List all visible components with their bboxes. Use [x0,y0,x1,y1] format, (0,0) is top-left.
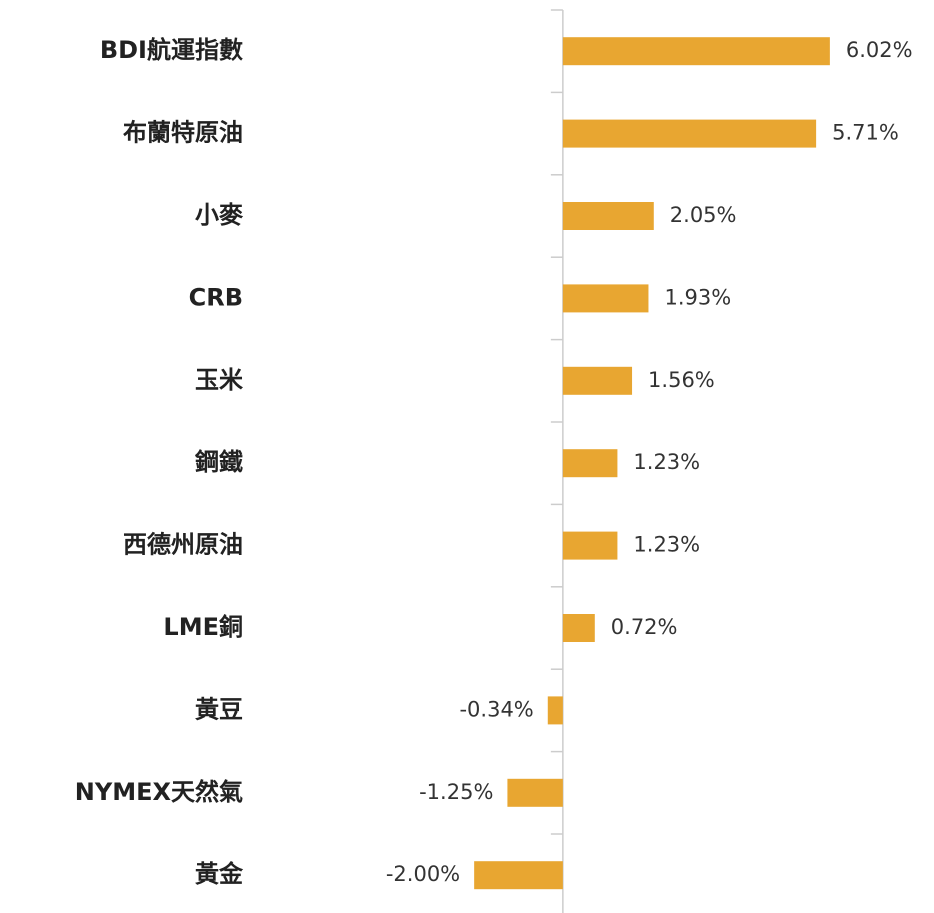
bar [562,614,595,642]
category-label: LME銅 [163,613,243,641]
bar [547,696,563,725]
category-label: 小麥 [195,201,244,229]
category-label: 玉米 [195,366,243,394]
value-label: 1.93% [664,285,731,309]
category-label: BDI航運指數 [100,36,243,64]
category-label: CRB [189,283,243,311]
bar [562,202,654,230]
bar [474,861,563,890]
value-label: 2.05% [670,203,737,227]
category-label: NYMEX天然氣 [75,778,243,806]
value-label: 5.71% [832,121,899,145]
bar [507,778,563,807]
category-label: 布蘭特原油 [123,119,243,147]
value-label: 6.02% [846,38,913,62]
value-label: 1.23% [633,533,700,557]
value-label: -0.34% [459,697,533,721]
bar [562,284,649,313]
category-label: 鋼鐵 [195,448,243,476]
value-label: 0.72% [611,615,678,639]
value-label: 1.23% [633,450,700,474]
bar [562,449,618,478]
value-label: -2.00% [386,862,460,886]
bar [562,119,817,148]
category-label: 西德州原油 [123,531,243,559]
value-label: 1.56% [648,368,715,392]
value-label: -1.25% [419,780,493,804]
bar [562,531,618,560]
bar [562,37,830,66]
category-label: 黃金 [195,860,244,888]
category-label: 黃豆 [195,695,243,723]
bar [562,366,633,395]
